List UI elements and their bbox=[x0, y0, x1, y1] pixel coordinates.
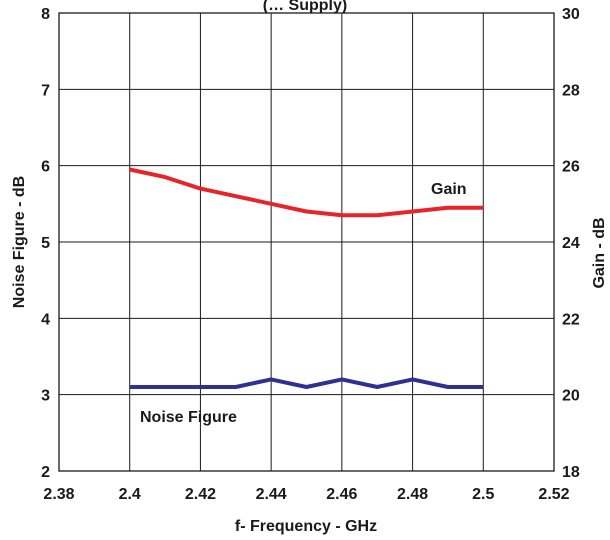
y-right-tick-labels: 18 20 22 24 26 28 30 bbox=[562, 6, 580, 481]
noise-figure-line bbox=[129, 377, 484, 389]
x-tick-label: 2.4 bbox=[119, 486, 141, 503]
x-tick-labels: 2.38 2.4 2.42 2.44 2.46 2.48 2.5 2.52 bbox=[43, 486, 569, 503]
y-right-axis-label: Gain - dB bbox=[591, 217, 608, 288]
gain-line bbox=[129, 167, 484, 218]
plot-frame bbox=[58, 12, 555, 472]
y-right-tick-label: 28 bbox=[562, 82, 580, 99]
y-left-tick-label: 4 bbox=[41, 311, 50, 328]
y-right-tick-label: 30 bbox=[562, 6, 580, 23]
gain-annotation: Gain bbox=[431, 181, 467, 198]
y-left-tick-label: 2 bbox=[41, 464, 50, 481]
series-group bbox=[129, 167, 484, 389]
y-left-tick-labels: 2 3 4 5 6 7 8 bbox=[41, 6, 50, 481]
x-tick-label: 2.38 bbox=[43, 486, 74, 503]
y-right-tick-label: 26 bbox=[562, 159, 580, 176]
y-left-tick-label: 7 bbox=[41, 82, 50, 99]
x-tick-label: 2.48 bbox=[397, 486, 428, 503]
y-left-tick-label: 5 bbox=[41, 235, 50, 252]
x-tick-label: 2.46 bbox=[326, 486, 357, 503]
y-right-tick-label: 22 bbox=[562, 311, 580, 328]
grid bbox=[58, 12, 555, 472]
x-axis-label: f- Frequency - GHz bbox=[235, 518, 377, 535]
x-tick-label: 2.52 bbox=[538, 486, 569, 503]
chart-title: (… Supply) bbox=[263, 0, 347, 14]
y-left-tick-label: 3 bbox=[41, 388, 50, 405]
y-left-tick-label: 6 bbox=[41, 159, 50, 176]
x-tick-label: 2.44 bbox=[256, 486, 287, 503]
x-tick-label: 2.42 bbox=[185, 486, 216, 503]
y-left-tick-label: 8 bbox=[41, 6, 50, 23]
y-left-axis-label: Noise Figure - dB bbox=[11, 176, 28, 308]
y-right-tick-label: 18 bbox=[562, 464, 580, 481]
y-right-tick-label: 24 bbox=[562, 235, 580, 252]
y-right-tick-label: 20 bbox=[562, 388, 580, 405]
x-tick-label: 2.5 bbox=[472, 486, 494, 503]
noise-figure-annotation: Noise Figure bbox=[140, 409, 237, 426]
